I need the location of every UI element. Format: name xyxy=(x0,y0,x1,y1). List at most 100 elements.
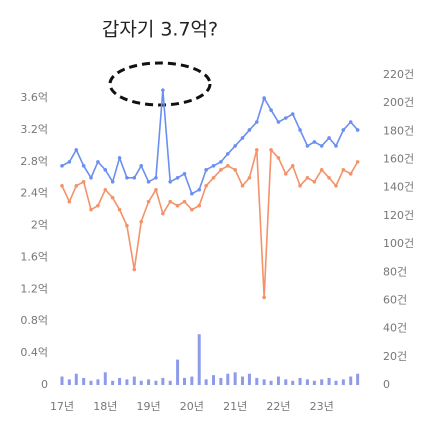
point xyxy=(161,211,165,216)
bar xyxy=(60,376,64,385)
point xyxy=(269,148,273,152)
x-tick-label: 20년 xyxy=(180,400,204,413)
point xyxy=(341,168,346,172)
x-tick-label: 23년 xyxy=(310,400,334,413)
bar xyxy=(74,373,78,385)
bar xyxy=(197,334,201,385)
bar xyxy=(103,372,107,385)
point xyxy=(298,128,302,132)
bar xyxy=(276,376,280,385)
point xyxy=(117,207,122,212)
point xyxy=(146,179,151,184)
point xyxy=(319,168,324,172)
bar xyxy=(219,377,223,385)
bar xyxy=(161,377,165,385)
y2-tick-label: 140건 xyxy=(383,181,414,194)
bar xyxy=(305,379,309,385)
point xyxy=(154,176,158,180)
point xyxy=(89,176,93,180)
point xyxy=(247,176,252,180)
point xyxy=(175,176,180,180)
point xyxy=(211,164,216,168)
point xyxy=(175,203,180,208)
x-tick-label: 19년 xyxy=(137,400,161,413)
bar xyxy=(125,379,129,385)
point xyxy=(334,183,338,188)
point xyxy=(139,219,144,224)
bar xyxy=(241,376,245,385)
point xyxy=(305,144,310,148)
point xyxy=(276,156,281,160)
y-tick-label: 2.8억 xyxy=(20,155,48,168)
bar xyxy=(334,380,338,385)
point xyxy=(262,295,266,300)
point xyxy=(327,176,331,180)
y-tick-label: 3.6억 xyxy=(20,91,48,104)
y2-tick-label: 60건 xyxy=(383,293,407,306)
bar xyxy=(190,376,194,385)
bar xyxy=(320,379,324,385)
bar xyxy=(247,373,251,385)
bar xyxy=(255,377,259,385)
bar xyxy=(96,379,100,385)
bar xyxy=(233,372,237,385)
point xyxy=(312,140,317,144)
y-tick-label: 0.4억 xyxy=(20,346,48,359)
chart-title: 갑자기 3.7억? xyxy=(102,19,218,41)
y-tick-label: 2.4억 xyxy=(20,187,48,200)
point xyxy=(103,187,108,192)
point xyxy=(74,148,79,152)
point xyxy=(125,223,129,228)
y2-tick-label: 0 xyxy=(383,378,390,391)
point xyxy=(168,199,173,204)
y2-tick-label: 80건 xyxy=(383,265,407,278)
point xyxy=(81,164,86,168)
y-tick-label: 3.2억 xyxy=(20,123,48,136)
point xyxy=(312,179,317,184)
point xyxy=(125,176,129,180)
point xyxy=(240,136,245,140)
point xyxy=(355,128,360,132)
bar xyxy=(147,379,151,385)
y2-tick-label: 100건 xyxy=(383,237,414,250)
point xyxy=(269,108,273,112)
point xyxy=(283,172,288,176)
point xyxy=(60,164,64,168)
point xyxy=(204,183,208,188)
bar xyxy=(356,373,360,385)
y2-tick-label: 40건 xyxy=(383,322,407,335)
bar xyxy=(154,380,158,385)
point xyxy=(348,120,353,124)
y-tick-label: 2억 xyxy=(31,219,48,232)
y2-tick-label: 160건 xyxy=(383,153,414,166)
point xyxy=(225,152,230,156)
bar xyxy=(327,377,331,385)
bar xyxy=(168,380,172,385)
point xyxy=(154,187,158,192)
point xyxy=(233,144,237,148)
point xyxy=(132,176,137,180)
point xyxy=(219,160,223,164)
bar xyxy=(262,379,266,385)
point xyxy=(262,96,266,100)
bar xyxy=(341,379,345,385)
point xyxy=(290,164,295,168)
point xyxy=(254,148,259,152)
point xyxy=(341,128,346,132)
point xyxy=(247,128,252,132)
point xyxy=(225,164,230,168)
bar xyxy=(67,379,71,385)
y-tick-label: 1.6억 xyxy=(20,250,48,263)
point xyxy=(117,156,122,160)
point xyxy=(182,199,187,204)
bar xyxy=(176,359,180,385)
point xyxy=(182,172,187,176)
bar xyxy=(298,377,302,385)
bar xyxy=(212,375,215,385)
y2-tick-label: 180건 xyxy=(383,124,414,137)
bar xyxy=(132,376,136,385)
point xyxy=(132,267,137,272)
point xyxy=(60,183,64,188)
point xyxy=(96,160,100,164)
